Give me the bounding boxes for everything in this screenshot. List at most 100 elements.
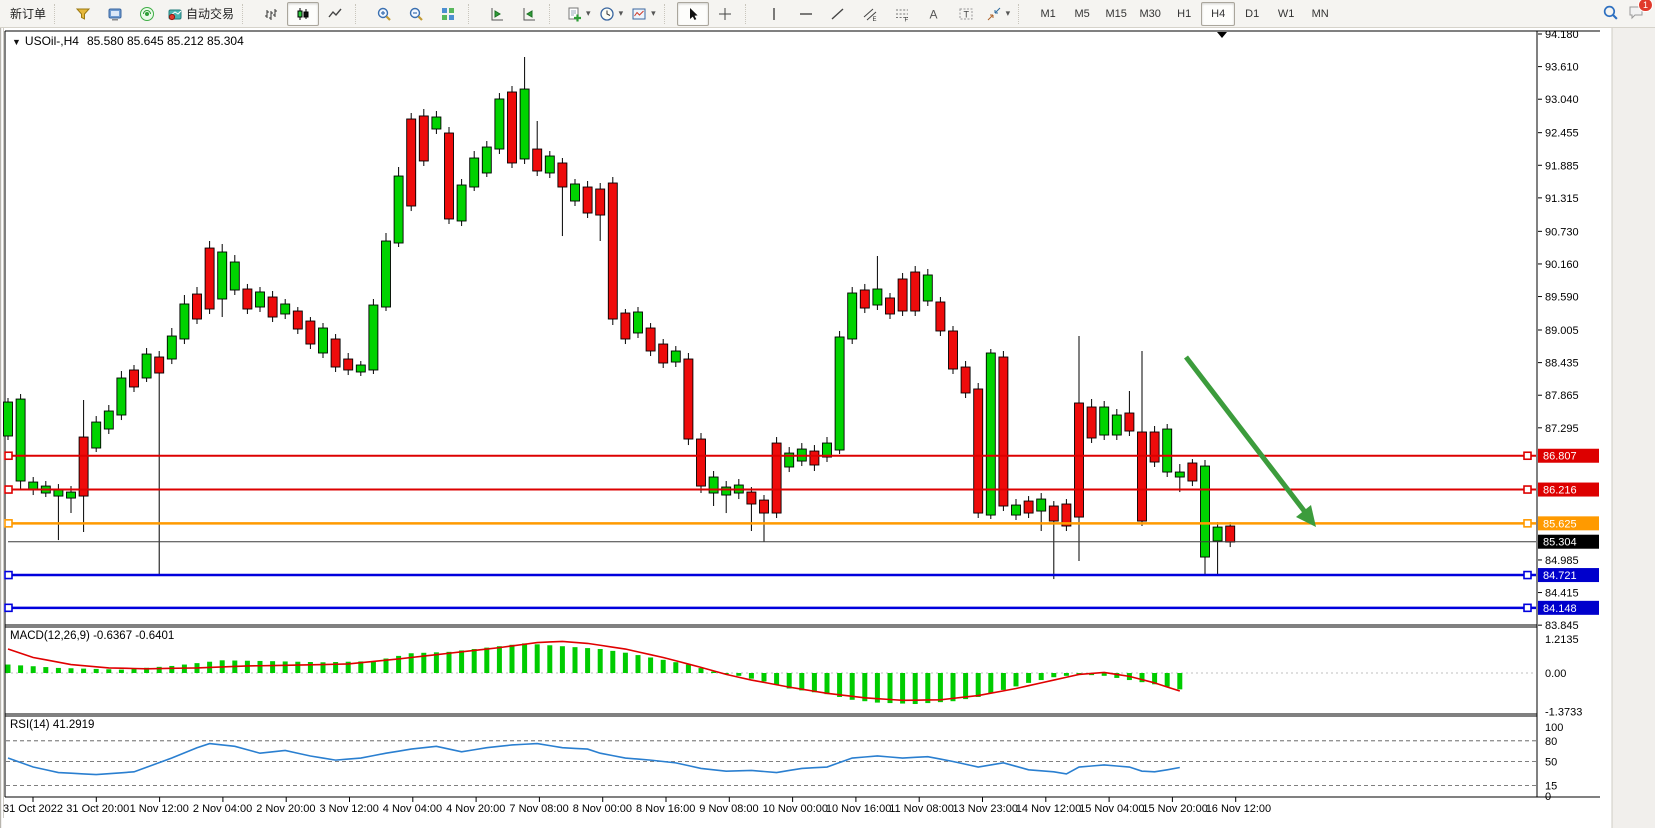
candle-bull (393, 175, 404, 244)
trendline-icon (830, 6, 846, 22)
timeframe-m1[interactable]: M1 (1040, 7, 1056, 20)
indicator-window-up-button[interactable] (481, 2, 513, 26)
search-icon[interactable] (1602, 4, 1619, 24)
timeframe-m5[interactable]: M5 (1074, 7, 1090, 20)
time-tick-label: 8 Nov 16:00 (636, 803, 695, 815)
timeframe-h4[interactable]: H4 (1201, 1, 1236, 26)
macd-histogram-bar (774, 673, 780, 685)
text-label-button[interactable]: T (950, 2, 982, 26)
candle-bear (154, 356, 165, 374)
toolbar-separator (468, 3, 477, 24)
indicator-window-up-icon (489, 6, 505, 22)
horizontal-line-button[interactable] (790, 2, 822, 26)
macd-histogram-bar (1139, 673, 1145, 683)
fibonacci-button[interactable]: F (886, 2, 918, 26)
metaeditor-button[interactable] (99, 2, 131, 26)
toolbar-separator (242, 3, 251, 24)
crosshair-button[interactable] (709, 2, 741, 26)
tile-windows-button[interactable] (432, 2, 464, 26)
candle-bear (557, 162, 568, 188)
candle-bear (330, 338, 341, 368)
chart-settings-button[interactable]: ▾ (627, 2, 660, 26)
macd-histogram-bar (282, 661, 288, 673)
candle-bull (519, 88, 530, 160)
new-order-button[interactable]: 新订单 (6, 2, 50, 26)
zoom-out-icon (408, 6, 424, 22)
text-button[interactable]: A (918, 2, 950, 26)
new-chart-button[interactable]: ▾ (562, 2, 595, 26)
label-icon: T (958, 6, 974, 22)
period-button[interactable]: ▾ (595, 2, 628, 26)
rsi-scale-label: 80 (1545, 736, 1557, 748)
candle-bear (998, 356, 1009, 507)
line-anchor-marker (1523, 570, 1532, 580)
macd-histogram-bar (396, 655, 402, 673)
cursor-icon (685, 6, 701, 22)
trendline-button[interactable] (822, 2, 854, 26)
zoom-in-button[interactable] (368, 2, 400, 26)
autotrade-icon (167, 6, 183, 22)
timeframe-m15[interactable]: M15 (1105, 7, 1127, 20)
candle-bull (103, 410, 114, 430)
macd-histogram-bar (1063, 673, 1069, 676)
zoom-out-button[interactable] (400, 2, 432, 26)
channel-button[interactable]: E (854, 2, 886, 26)
auto-trading-button[interactable]: 自动交易 (163, 2, 238, 26)
timeframe-w1[interactable]: W1 (1277, 7, 1295, 20)
candle-bear (582, 186, 593, 214)
macd-histogram-bar (5, 664, 11, 673)
vertical-line-button[interactable] (758, 2, 790, 26)
signal-button[interactable] (131, 2, 163, 26)
time-tick-label: 2 Nov 20:00 (256, 803, 315, 815)
bar-chart-button[interactable] (255, 2, 287, 26)
line-anchor-marker (4, 603, 13, 613)
indicator-window-down-button[interactable] (513, 2, 545, 26)
candle-chart-button[interactable] (287, 1, 320, 26)
macd-histogram-bar (1152, 673, 1158, 685)
macd-histogram-bar (534, 644, 540, 673)
rsi-scale-label: 0 (1545, 791, 1551, 803)
chart-title[interactable]: ▼ USOil-,H4 85.580 85.645 85.212 85.304 (12, 34, 244, 48)
candle-bear (645, 327, 656, 352)
line-chart-button[interactable] (319, 2, 351, 26)
line-anchor-marker (4, 485, 13, 494)
price-tick-label: 84.985 (1545, 555, 1579, 567)
candle-bear (406, 118, 417, 207)
chevron-down-icon: ▾ (651, 8, 656, 18)
macd-histogram-bar (799, 673, 805, 691)
time-tick-label: 2 Nov 04:00 (193, 803, 252, 815)
price-tick-label: 91.885 (1545, 160, 1579, 172)
candle-bear (973, 388, 984, 514)
time-tick-label: 16 Nov 12:00 (1206, 803, 1271, 815)
macd-histogram-bar (748, 673, 754, 679)
macd-histogram-bar (358, 661, 364, 673)
candle-bull (1036, 498, 1047, 512)
timeframe-mn[interactable]: MN (1311, 7, 1329, 20)
candle-bear (809, 450, 820, 466)
timeframe-m30[interactable]: M30 (1139, 7, 1161, 20)
macd-histogram-bar (1000, 673, 1006, 690)
candle-bull (633, 311, 643, 334)
macd-histogram-bar (635, 655, 641, 673)
candle-bear (267, 296, 278, 318)
macd-histogram-bar (1051, 673, 1057, 678)
time-tick-label: 7 Nov 08:00 (509, 803, 568, 815)
price-badge (1538, 516, 1599, 531)
candle-bear (897, 278, 908, 312)
cursor-button[interactable] (676, 1, 709, 26)
candle-bear (658, 343, 669, 364)
chat-button[interactable]: 1 (1627, 0, 1653, 23)
arrows-button[interactable]: ▾ (982, 2, 1015, 26)
chart-settings-icon (631, 6, 647, 22)
price-tick-label: 87.295 (1545, 423, 1579, 435)
macd-histogram-bar (862, 673, 868, 702)
macd-histogram-bar (244, 660, 250, 673)
timeframe-h1[interactable]: H1 (1177, 7, 1192, 20)
candle-bear (595, 188, 606, 216)
funnel-button[interactable] (67, 2, 99, 26)
macd-histogram-bar (93, 668, 99, 673)
toolbar: 新订单 自动交易 (0, 0, 1655, 28)
macd-values: -0.6367 -0.6401 (93, 630, 175, 642)
timeframe-d1[interactable]: D1 (1245, 7, 1260, 20)
